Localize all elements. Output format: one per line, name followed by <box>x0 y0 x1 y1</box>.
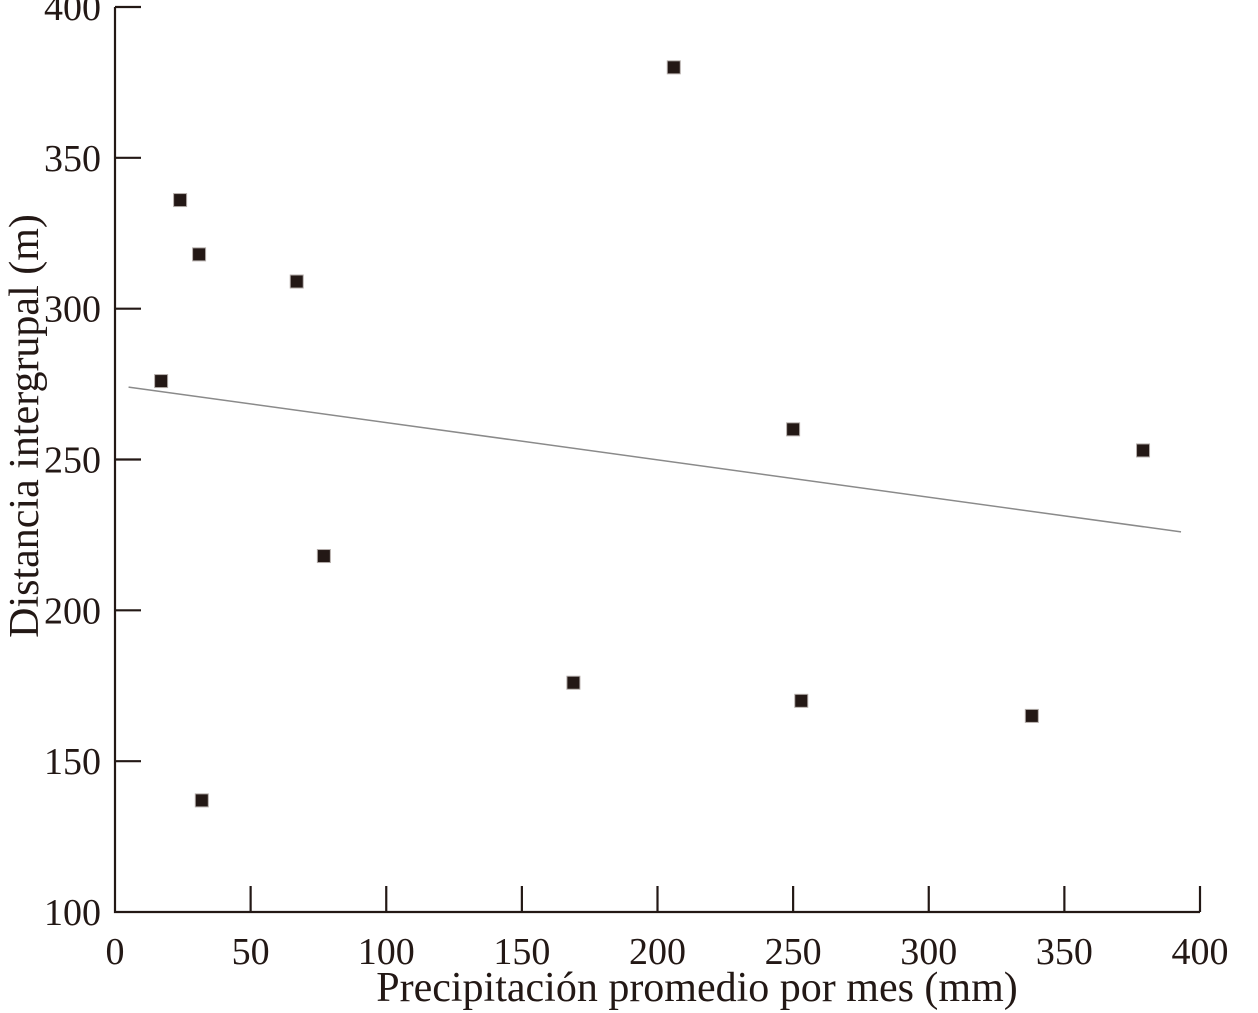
x-tick-label: 150 <box>493 931 550 973</box>
x-tick-label: 350 <box>1036 931 1093 973</box>
x-tick-label: 200 <box>629 931 686 973</box>
y-axis-title: Distancia intergrupal (m) <box>2 214 48 638</box>
trend-line <box>128 386 1182 533</box>
data-point-marker <box>1024 708 1039 723</box>
x-tick-label: 250 <box>765 931 822 973</box>
data-point-marker <box>794 693 809 708</box>
plot-area: 100 150 200 250 300 350 400 0 50 100 150 200 250 300 3… <box>44 0 1229 973</box>
y-tick-label: 200 <box>44 590 101 632</box>
y-tick-label: 400 <box>44 0 101 29</box>
y-tick-label: 100 <box>44 892 101 934</box>
data-point-marker <box>194 793 209 808</box>
data-point-marker <box>154 374 169 389</box>
x-tick-label: 300 <box>900 931 957 973</box>
y-tick-label: 250 <box>44 440 101 482</box>
data-point-marker <box>316 549 331 564</box>
y-tick-label: 350 <box>44 138 101 180</box>
x-tick-label: 50 <box>232 931 270 973</box>
x-tick-label: 400 <box>1172 931 1229 973</box>
data-point-marker <box>666 60 681 75</box>
data-point-marker <box>786 422 801 437</box>
data-point-marker <box>192 247 207 262</box>
data-point-marker <box>289 274 304 289</box>
data-point-marker <box>1136 443 1151 458</box>
x-tick-label: 0 <box>106 931 125 973</box>
y-tick-label: 150 <box>44 741 101 783</box>
data-point-marker <box>173 193 188 208</box>
x-axis-title: Precipitación promedio por mes (mm) <box>376 965 1018 1011</box>
y-tick-label: 300 <box>44 289 101 331</box>
x-tick-label: 100 <box>358 931 415 973</box>
data-point-marker <box>566 675 581 690</box>
